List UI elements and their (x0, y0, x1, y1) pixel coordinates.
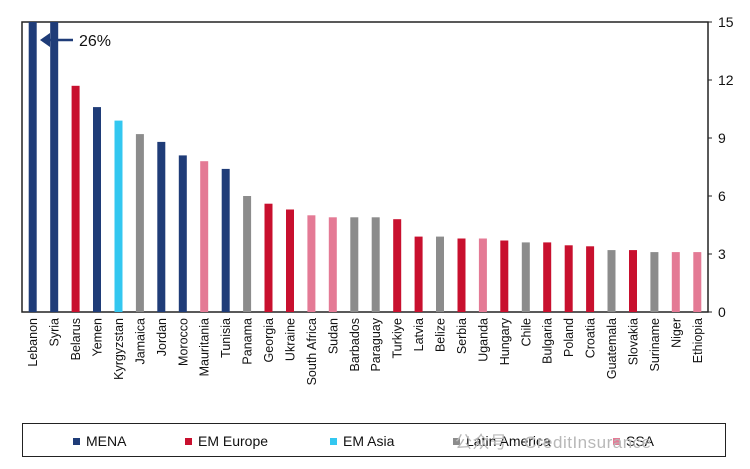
bar-mauritania (200, 161, 209, 312)
bar-chart: 0 3 6 9 12 15 Lebanon Syria Belarus Yemen Kyrgyzs… (21, 14, 734, 385)
bar-croatia (586, 246, 595, 312)
x-tick-label: Poland (562, 318, 576, 357)
x-tick-label: Panama (241, 318, 255, 365)
bar-morocco (178, 155, 187, 312)
x-tick-label: Hungary (498, 317, 512, 365)
x-tick-label: Jamaica (133, 318, 147, 365)
bars-group (28, 22, 702, 312)
x-tick-label: Suriname (648, 318, 662, 372)
legend-swatch-ssa (613, 437, 620, 445)
x-tick-label: Slovakia (627, 318, 641, 365)
bar-poland (564, 245, 573, 312)
y-tick-label: 6 (718, 188, 726, 204)
y-tick-label: 3 (718, 246, 726, 262)
annotation-arrow-head (40, 33, 50, 47)
x-tick-label: Niger (669, 318, 683, 348)
x-tick-label: Jordan (155, 318, 169, 356)
bar-yemen (93, 107, 101, 312)
x-tick-label: Latvia (412, 318, 426, 351)
x-tick-label: South Africa (305, 318, 319, 385)
x-tick-label: Lebanon (26, 318, 40, 367)
bar-syria (50, 22, 59, 312)
x-tick-label: Belize (434, 318, 448, 352)
bar-hungary (500, 240, 509, 312)
y-axis: 0 3 6 9 12 15 (708, 14, 734, 320)
legend-swatch-latin-america (453, 437, 460, 445)
watermark: 公众号 · CreditInsurance (455, 433, 652, 452)
bar-jordan (157, 141, 166, 312)
bar-tunisia (221, 168, 230, 312)
bar-niger (671, 252, 680, 312)
bar-lebanon (28, 22, 37, 312)
x-tick-label: Bulgaria (541, 318, 555, 364)
bar-georgia (264, 203, 273, 312)
bar-guatemala (607, 250, 616, 312)
legend: MENA EM Europe EM Asia Latin America SSA (22, 423, 726, 457)
x-axis: Lebanon Syria Belarus Yemen Kyrgyzstan Jamaic… (26, 317, 705, 385)
bar-bulgaria (543, 242, 552, 312)
x-tick-label: Georgia (262, 318, 276, 363)
bar-turkiye (393, 219, 402, 312)
legend-label-mena: MENA (86, 433, 127, 449)
x-tick-label: Sudan (326, 318, 340, 354)
legend-swatch-em-europe (185, 437, 192, 445)
x-tick-label: Syria (48, 318, 62, 347)
bar-belize (436, 236, 444, 312)
bar-latvia (414, 236, 423, 312)
x-tick-label: Serbia (455, 318, 469, 354)
bar-ukraine (286, 209, 294, 312)
x-tick-label: Ethiopia (691, 318, 705, 363)
bar-belarus (71, 85, 80, 312)
x-tick-label: Uganda (476, 318, 490, 362)
y-tick-label: 0 (718, 304, 726, 320)
x-tick-label: Ukraine (284, 318, 298, 361)
x-tick-label: Belarus (69, 318, 83, 360)
x-tick-label: Yemen (91, 318, 105, 357)
annotation-label: 26% (79, 33, 111, 50)
bar-panama (243, 196, 252, 312)
bar-jamaica (135, 134, 144, 312)
plot-frame (21, 21, 709, 313)
x-tick-label: Morocco (176, 318, 190, 366)
legend-label-em-europe: EM Europe (198, 433, 269, 449)
bar-chile (521, 242, 530, 312)
legend-label-ssa: SSA (626, 433, 655, 449)
x-tick-label: Turkiye (391, 318, 405, 359)
x-tick-label: Guatemala (605, 318, 619, 379)
x-tick-label: Tunisia (219, 318, 233, 358)
bar-ethiopia (693, 252, 702, 312)
bar-slovakia (629, 250, 637, 312)
x-tick-label: Kyrgyzstan (112, 318, 126, 380)
legend-item-em-europe: EM Europe (185, 433, 268, 449)
bar-sudan (328, 217, 337, 312)
annotation: 26% (40, 33, 111, 50)
legend-item-em-asia: EM Asia (330, 433, 394, 449)
legend-label-latin-america: Latin America (466, 433, 551, 449)
y-tick-label: 15 (718, 14, 734, 30)
x-tick-label: Mauritania (198, 318, 212, 376)
legend-swatch-mena (73, 437, 80, 445)
bar-barbados (350, 217, 359, 312)
legend-label-em-asia: EM Asia (343, 433, 395, 449)
bar-suriname (650, 252, 659, 312)
legend-item-ssa: SSA (613, 433, 654, 449)
legend-swatch-em-asia (330, 437, 337, 445)
bar-paraguay (371, 217, 380, 312)
x-tick-label: Croatia (584, 318, 598, 358)
y-tick-label: 12 (718, 72, 734, 88)
bar-south-africa (307, 215, 316, 312)
x-tick-label: Chile (519, 318, 533, 347)
legend-item-latin-america: Latin America (453, 433, 551, 449)
bar-kyrgyzstan (114, 120, 123, 312)
legend-item-mena: MENA (73, 433, 126, 449)
x-tick-label: Barbados (348, 318, 362, 372)
y-tick-label: 9 (718, 130, 726, 146)
bar-serbia (457, 238, 466, 312)
bar-uganda (478, 238, 487, 312)
x-tick-label: Paraguay (369, 317, 383, 371)
